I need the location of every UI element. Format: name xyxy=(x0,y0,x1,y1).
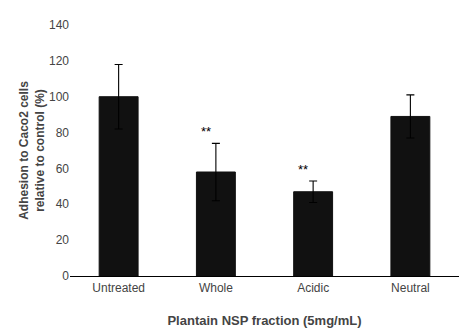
svg-text:**: ** xyxy=(201,124,211,139)
svg-text:140: 140 xyxy=(49,18,69,32)
svg-text:**: ** xyxy=(298,162,308,177)
svg-text:Plantain NSP fraction (5mg/mL): Plantain NSP fraction (5mg/mL) xyxy=(167,313,361,328)
svg-text:20: 20 xyxy=(56,233,70,247)
svg-text:120: 120 xyxy=(49,54,69,68)
svg-text:Whole: Whole xyxy=(199,281,233,295)
svg-text:Untreated: Untreated xyxy=(92,281,145,295)
svg-text:0: 0 xyxy=(62,269,69,283)
svg-text:Neutral: Neutral xyxy=(391,281,430,295)
svg-text:80: 80 xyxy=(56,126,70,140)
svg-text:60: 60 xyxy=(56,162,70,176)
svg-text:100: 100 xyxy=(49,90,69,104)
svg-text:Acidic: Acidic xyxy=(297,281,329,295)
svg-text:Adhesion to Caco2 cellsrelativ: Adhesion to Caco2 cellsrelative to contr… xyxy=(17,81,47,220)
svg-text:40: 40 xyxy=(56,197,70,211)
